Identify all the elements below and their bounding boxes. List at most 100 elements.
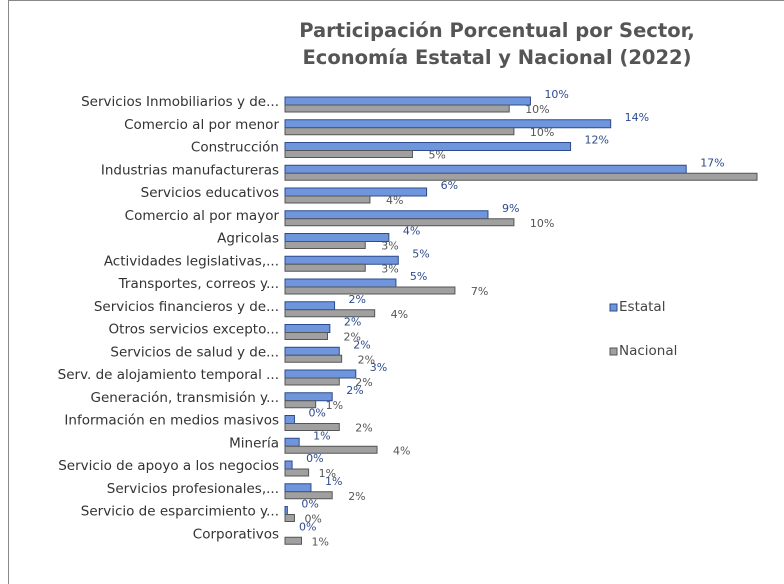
value-label: 0% (304, 513, 321, 526)
category-label: Serv. de alojamiento temporal ... (58, 367, 279, 383)
bar (284, 514, 295, 522)
value-label: 4% (393, 444, 410, 457)
value-label: 5% (428, 149, 445, 162)
value-label: 2% (355, 422, 372, 435)
bar (284, 195, 371, 204)
category-label: Servicios de salud y de... (110, 344, 279, 360)
bar (284, 400, 317, 409)
value-label: 0% (299, 520, 316, 533)
value-label: 2% (346, 384, 363, 397)
category-label: Servicios financieros y de... (94, 299, 279, 315)
frame (8, 0, 784, 584)
bar (284, 96, 531, 106)
value-label: 3% (370, 361, 387, 374)
bar (284, 187, 428, 197)
bar (284, 150, 413, 158)
bar (284, 445, 378, 454)
category-label: Servicios profesionales,... (107, 481, 279, 497)
bar (284, 286, 456, 295)
bar (284, 491, 333, 500)
value-label: 14% (625, 111, 649, 124)
bar (284, 104, 510, 113)
value-label: 3% (381, 240, 398, 253)
bar (284, 278, 397, 288)
bar (284, 354, 343, 363)
value-label: 2% (348, 490, 365, 503)
bar (284, 127, 515, 136)
legend-swatch (609, 303, 618, 312)
value-label: 10% (530, 126, 554, 139)
value-label: 4% (403, 225, 420, 238)
value-label: 4% (386, 194, 403, 207)
category-label: Transportes, correos y... (118, 276, 279, 292)
category-label: Comercio al por menor (124, 117, 279, 133)
bar (284, 263, 366, 272)
category-label: Servicio de esparcimiento y... (81, 504, 279, 520)
bar (284, 377, 340, 386)
value-label: 0% (306, 452, 323, 465)
value-label: 12% (585, 134, 609, 147)
legend-label: Estatal (619, 299, 666, 315)
bar (284, 172, 758, 181)
category-label: Agricolas (217, 231, 279, 247)
value-label: 2% (349, 293, 366, 306)
value-label: 1% (325, 475, 342, 488)
category-label: Servicio de apoyo a los negocios (58, 458, 279, 474)
bar (284, 218, 515, 227)
bar (284, 324, 331, 333)
category-label: Actividades legislativas,... (104, 253, 279, 269)
bar (284, 369, 357, 379)
category-label: Servicios educativos (141, 185, 279, 201)
value-label: 2% (358, 353, 375, 366)
category-label: Generación, transmisión y... (91, 390, 279, 406)
bar (284, 460, 293, 470)
value-label: 10% (525, 103, 549, 116)
value-label: 9% (502, 202, 519, 215)
bar (284, 142, 572, 151)
value-label: 7% (471, 285, 488, 298)
value-label: 0% (301, 498, 318, 511)
legend-swatch (609, 347, 618, 356)
bar (284, 346, 340, 356)
category-label: Construcción (191, 140, 279, 156)
bar (284, 332, 328, 340)
value-label: 2% (344, 316, 361, 329)
bar (284, 164, 687, 174)
value-label: 1% (312, 535, 329, 548)
value-label: 3% (381, 262, 398, 275)
bar (284, 506, 288, 515)
legend-label: Nacional (619, 343, 678, 359)
bar (284, 423, 340, 431)
value-label: 4% (391, 308, 408, 321)
category-label: Corporativos (193, 526, 279, 542)
value-label: 5% (410, 270, 427, 283)
category-label: Otros servicios excepto... (109, 322, 279, 338)
value-label: 2% (343, 331, 360, 344)
value-label: 2% (355, 376, 372, 389)
category-label: Industrias manufactureras (101, 162, 279, 178)
value-label: 17% (700, 156, 724, 169)
bar (284, 309, 376, 318)
category-label: Minería (229, 435, 279, 451)
value-label: 5% (412, 247, 429, 260)
bar (284, 415, 295, 424)
bar (284, 483, 312, 493)
bar (284, 437, 300, 447)
bar (284, 210, 489, 220)
bar (284, 119, 612, 129)
bar (284, 233, 390, 242)
chart-title: Participación Porcentual por Sector, Eco… (299, 19, 695, 69)
value-label: 1% (313, 429, 330, 442)
value-label: 10% (544, 88, 568, 101)
bar (284, 536, 303, 545)
value-label: 10% (530, 217, 554, 230)
value-label: 1% (319, 467, 336, 480)
category-label: Información en medios masivos (64, 413, 279, 429)
bar (284, 241, 366, 249)
value-label: 0% (308, 407, 325, 420)
value-label: 1% (326, 399, 343, 412)
category-label: Comercio al por mayor (125, 208, 280, 224)
bar (284, 468, 310, 477)
category-label: Servicios Inmobiliarios y de... (81, 94, 279, 110)
